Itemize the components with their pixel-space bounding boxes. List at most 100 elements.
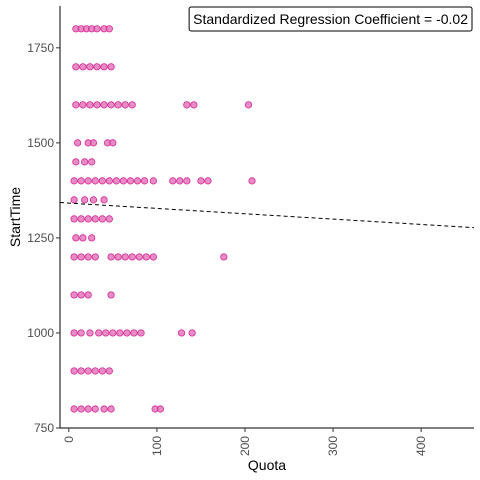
data-point <box>77 215 85 223</box>
data-point <box>204 177 212 185</box>
data-point <box>70 367 78 375</box>
data-point <box>244 101 253 109</box>
x-tick-label: 200 <box>238 436 252 456</box>
data-point <box>70 215 78 223</box>
data-point <box>74 139 82 147</box>
data-point <box>183 101 191 109</box>
data-point <box>98 367 106 375</box>
data-point <box>102 329 110 337</box>
x-tick-label: 0 <box>62 436 76 443</box>
data-point <box>79 63 87 71</box>
y-axis-title: StartTime <box>7 187 23 247</box>
data-point <box>93 25 101 33</box>
data-point <box>81 196 89 204</box>
data-point <box>91 405 99 413</box>
data-point <box>107 63 115 71</box>
data-point <box>248 177 256 185</box>
data-point <box>130 329 138 337</box>
data-point <box>169 177 177 185</box>
data-point <box>149 177 157 185</box>
data-point <box>70 196 78 204</box>
data-point <box>156 405 165 413</box>
data-point <box>72 158 80 166</box>
y-tick-label: 1000 <box>27 326 54 340</box>
data-point <box>72 63 80 71</box>
data-point <box>107 253 115 261</box>
data-point <box>77 405 85 413</box>
data-point <box>70 177 78 185</box>
data-point <box>79 234 87 242</box>
data-point <box>100 101 108 109</box>
data-point <box>95 329 103 337</box>
data-point <box>105 177 113 185</box>
data-point <box>105 367 113 375</box>
y-axis-ticks: 750 1000 1250 1500 1750 <box>27 41 60 435</box>
x-axis-ticks: 0 100 200 300 400 <box>62 428 428 456</box>
data-point <box>142 253 150 261</box>
data-point <box>116 329 124 337</box>
data-point <box>84 291 92 299</box>
data-point <box>107 291 115 299</box>
data-point <box>77 367 85 375</box>
data-point <box>93 63 101 71</box>
data-point <box>72 234 80 242</box>
data-point <box>105 25 113 33</box>
data-point <box>72 101 80 109</box>
data-point <box>93 101 101 109</box>
data-point <box>81 158 89 166</box>
data-point <box>121 101 129 109</box>
data-point <box>140 177 149 185</box>
y-tick-label: 1750 <box>27 41 54 55</box>
y-tick-label: 1250 <box>27 231 54 245</box>
data-point <box>100 63 108 71</box>
annotation-box: Standardized Regression Coefficient = -0… <box>188 6 473 32</box>
data-point <box>91 367 99 375</box>
data-point <box>77 253 85 261</box>
data-point <box>123 329 131 337</box>
data-point <box>98 177 106 185</box>
data-point <box>128 101 136 109</box>
data-point <box>100 196 108 204</box>
data-point <box>197 177 205 185</box>
data-point <box>88 234 96 242</box>
data-point <box>100 405 108 413</box>
data-point <box>190 101 198 109</box>
data-point <box>137 329 145 337</box>
data-point <box>107 101 115 109</box>
data-point <box>77 177 85 185</box>
annotation-frame <box>188 6 473 32</box>
data-point <box>84 177 92 185</box>
data-point <box>91 215 99 223</box>
data-point <box>70 329 78 337</box>
points-layer <box>70 25 256 413</box>
data-point <box>220 253 228 261</box>
data-point <box>91 253 99 261</box>
data-point <box>176 177 184 185</box>
data-point <box>105 215 113 223</box>
data-point <box>135 253 143 261</box>
data-point <box>177 329 186 337</box>
data-point <box>107 405 115 413</box>
y-tick-label: 1500 <box>27 136 54 150</box>
data-point <box>84 405 92 413</box>
data-point <box>89 139 98 147</box>
data-point <box>114 253 122 261</box>
data-point <box>188 329 196 337</box>
data-point <box>98 215 106 223</box>
data-point <box>79 101 87 109</box>
data-point <box>126 177 135 185</box>
data-point <box>88 158 96 166</box>
annotation-label: Standardized Regression Coefficient = -0… <box>193 11 468 27</box>
regression-line <box>59 202 475 229</box>
data-point <box>84 367 92 375</box>
data-point <box>89 196 98 204</box>
data-point <box>91 177 99 185</box>
data-point <box>109 139 117 147</box>
data-point <box>119 177 128 185</box>
x-tick-label: 400 <box>414 436 428 456</box>
data-point <box>84 253 92 261</box>
data-point <box>84 215 92 223</box>
data-point <box>183 177 191 185</box>
data-point <box>86 63 94 71</box>
